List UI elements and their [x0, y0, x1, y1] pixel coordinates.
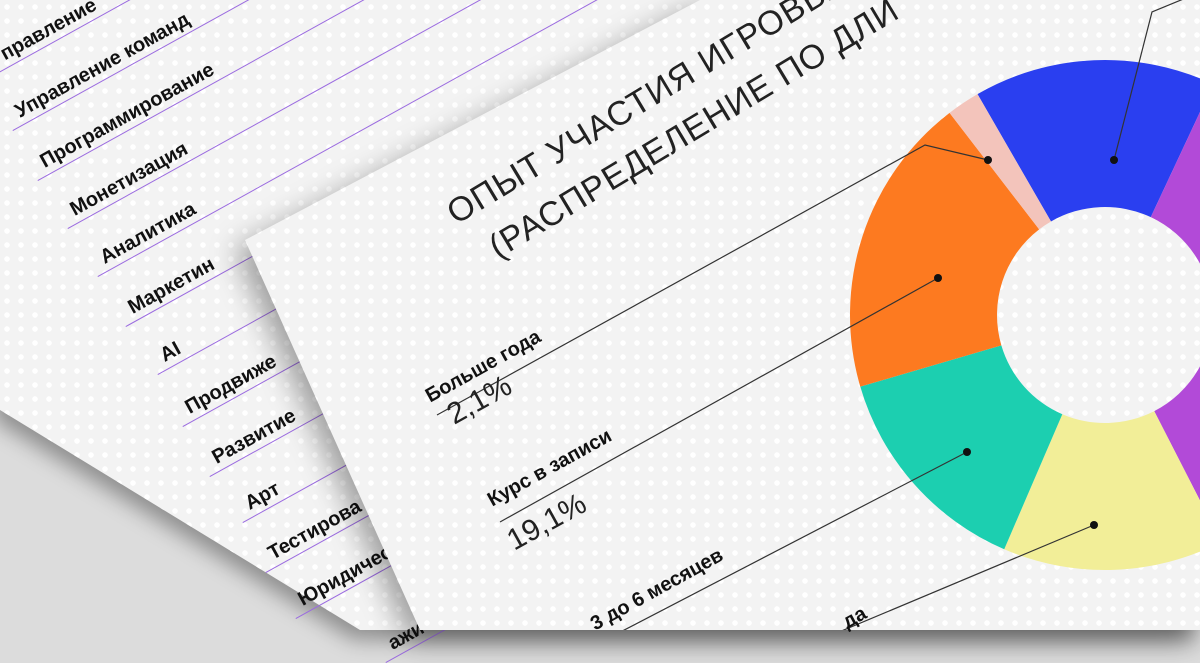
leader-dot [934, 274, 942, 282]
donut-chart [0, 0, 1200, 630]
leader-dot [1110, 156, 1118, 164]
leader-dot [1090, 521, 1098, 529]
leader-dot [963, 448, 971, 456]
leader-dot [984, 156, 992, 164]
